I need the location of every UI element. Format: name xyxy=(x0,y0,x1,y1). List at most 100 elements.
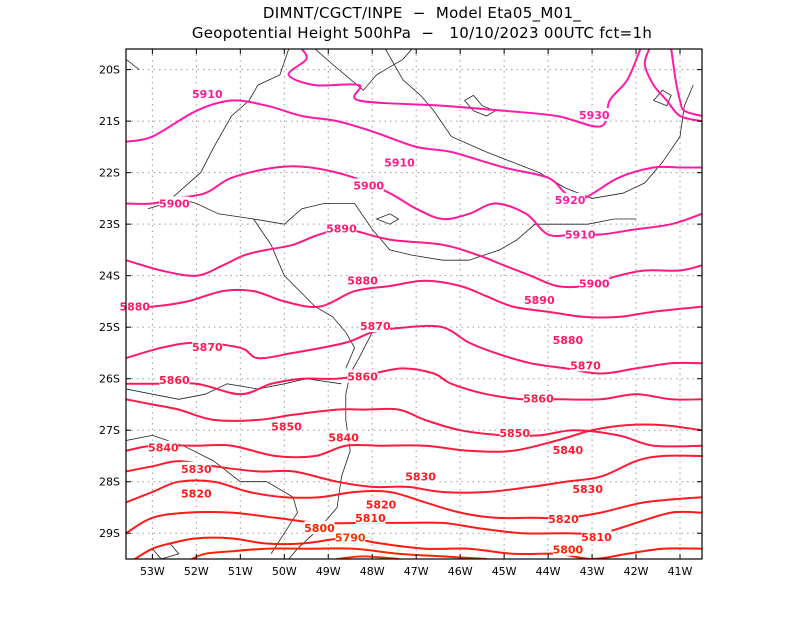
contour-line-5930 xyxy=(287,49,642,128)
contour-label-bg xyxy=(326,221,357,235)
coastline xyxy=(288,332,373,559)
contour-label: 5880 xyxy=(347,274,378,287)
contour-line-5790 xyxy=(336,555,400,559)
contour-label: 5900 xyxy=(579,277,610,290)
coastline xyxy=(126,378,342,400)
contour-line-5810 xyxy=(133,536,702,559)
lat-tick-label: 23S xyxy=(99,218,120,231)
contour-label-bg xyxy=(581,529,612,543)
contour-label: 5830 xyxy=(181,463,212,476)
contour-label-bg xyxy=(159,373,190,387)
contour-label-bg xyxy=(148,440,179,454)
lat-tick-label: 28S xyxy=(99,476,120,489)
lon-tick-label: 53W xyxy=(140,565,165,578)
coastline xyxy=(126,58,140,70)
contour-label-bg xyxy=(384,155,415,169)
lon-tick-label: 43W xyxy=(580,565,605,578)
contour-label-bg xyxy=(355,510,386,524)
contour-line-5920 xyxy=(126,99,702,201)
contour-label: 5880 xyxy=(553,334,584,347)
contour-label: 5880 xyxy=(119,301,150,314)
plot-frame xyxy=(125,48,703,560)
contour-label-bg xyxy=(548,511,579,525)
contour-label: 5800 xyxy=(553,544,584,557)
contour-label-bg xyxy=(192,339,223,353)
contour-label-bg xyxy=(181,486,212,500)
contour-label: 5920 xyxy=(555,194,586,207)
contour-label: 5810 xyxy=(355,512,386,525)
contour-line-5850 xyxy=(126,423,702,459)
contour-label: 5900 xyxy=(159,198,190,211)
contour-label: 5850 xyxy=(499,427,530,440)
contour-line-5910 xyxy=(126,165,702,237)
contour-label-bg xyxy=(353,178,384,192)
lat-tick-label: 24S xyxy=(99,270,120,283)
contour-label: 5830 xyxy=(572,483,603,496)
chart-title-line2: Geopotential Height 500hPa − 10/10/2023 … xyxy=(191,24,653,42)
contour-label-bg xyxy=(335,530,366,544)
contour-label: 5930 xyxy=(579,109,610,122)
contour-label: 5910 xyxy=(192,88,223,101)
lat-tick-label: 27S xyxy=(99,424,120,437)
contour-label-bg xyxy=(304,521,335,535)
contour-label-bg xyxy=(499,425,530,439)
contour-line-5820 xyxy=(126,510,702,535)
contour-label: 5910 xyxy=(565,228,596,241)
contour-label: 5900 xyxy=(353,180,384,193)
contour-label-bg xyxy=(271,419,302,433)
contour-label-bg xyxy=(347,369,378,383)
chart-title-line1: DIMNT/CGCT/INPE − Model Eta05_M01_ xyxy=(262,4,582,22)
contour-label: 5850 xyxy=(271,421,302,434)
contour-label: 5840 xyxy=(328,431,359,444)
contour-label-bg xyxy=(555,192,586,206)
contour-label: 5820 xyxy=(181,488,212,501)
contour-label: 5840 xyxy=(553,444,584,457)
contour-label: 5910 xyxy=(384,156,415,169)
coastline xyxy=(253,218,356,369)
contour-label: 5790 xyxy=(335,531,366,544)
lake-outline xyxy=(375,213,400,225)
contour-line-5870 xyxy=(126,367,702,401)
contour-label-bg xyxy=(119,299,150,313)
contour-line-5900 xyxy=(126,228,702,289)
contour-label-bg xyxy=(572,481,603,495)
contour-label-bg xyxy=(159,196,190,210)
axis-ticks: 20S 21S 22S 23S 24S 25S 26S 27S 28S 29S 53W 52W 51W 5… xyxy=(99,49,702,578)
contour-label: 5800 xyxy=(304,522,335,535)
contour-label: 5890 xyxy=(326,222,357,235)
lon-tick-label: 41W xyxy=(668,565,693,578)
contour-line-5800 xyxy=(191,547,488,559)
contour-label-bg xyxy=(360,319,391,333)
contour-label-bg xyxy=(579,107,610,121)
contour-label: 5870 xyxy=(192,341,223,354)
contour-line-5890 xyxy=(126,279,702,319)
coastline xyxy=(126,434,298,555)
lat-tick-label: 20S xyxy=(99,64,120,77)
lon-tick-label: 49W xyxy=(316,565,341,578)
lat-tick-label: 29S xyxy=(99,527,120,540)
lon-tick-label: 51W xyxy=(228,565,253,578)
lat-tick-label: 22S xyxy=(99,167,120,180)
lat-tick-label: 21S xyxy=(99,115,120,128)
contour-label-bg xyxy=(523,391,554,405)
contour-line-5930 xyxy=(670,49,702,117)
contour-line-5880 xyxy=(126,324,702,375)
lon-tick-label: 52W xyxy=(184,565,209,578)
coastline xyxy=(517,218,636,240)
contour-line-5920 xyxy=(643,49,702,123)
coastline xyxy=(147,49,290,210)
lon-tick-label: 44W xyxy=(536,565,561,578)
contour-label: 5810 xyxy=(581,531,612,544)
contour-label: 5830 xyxy=(405,471,436,484)
coastline xyxy=(178,198,518,261)
lon-tick-label: 45W xyxy=(492,565,517,578)
contour-label: 5860 xyxy=(159,374,190,387)
contour-label: 5870 xyxy=(570,359,601,372)
lat-tick-label: 25S xyxy=(99,321,120,334)
lon-tick-label: 50W xyxy=(272,565,297,578)
contour-label: 5840 xyxy=(148,442,179,455)
contour-label: 5860 xyxy=(523,392,554,405)
contour-label-bg xyxy=(328,430,359,444)
contour-label-bg xyxy=(552,542,583,556)
